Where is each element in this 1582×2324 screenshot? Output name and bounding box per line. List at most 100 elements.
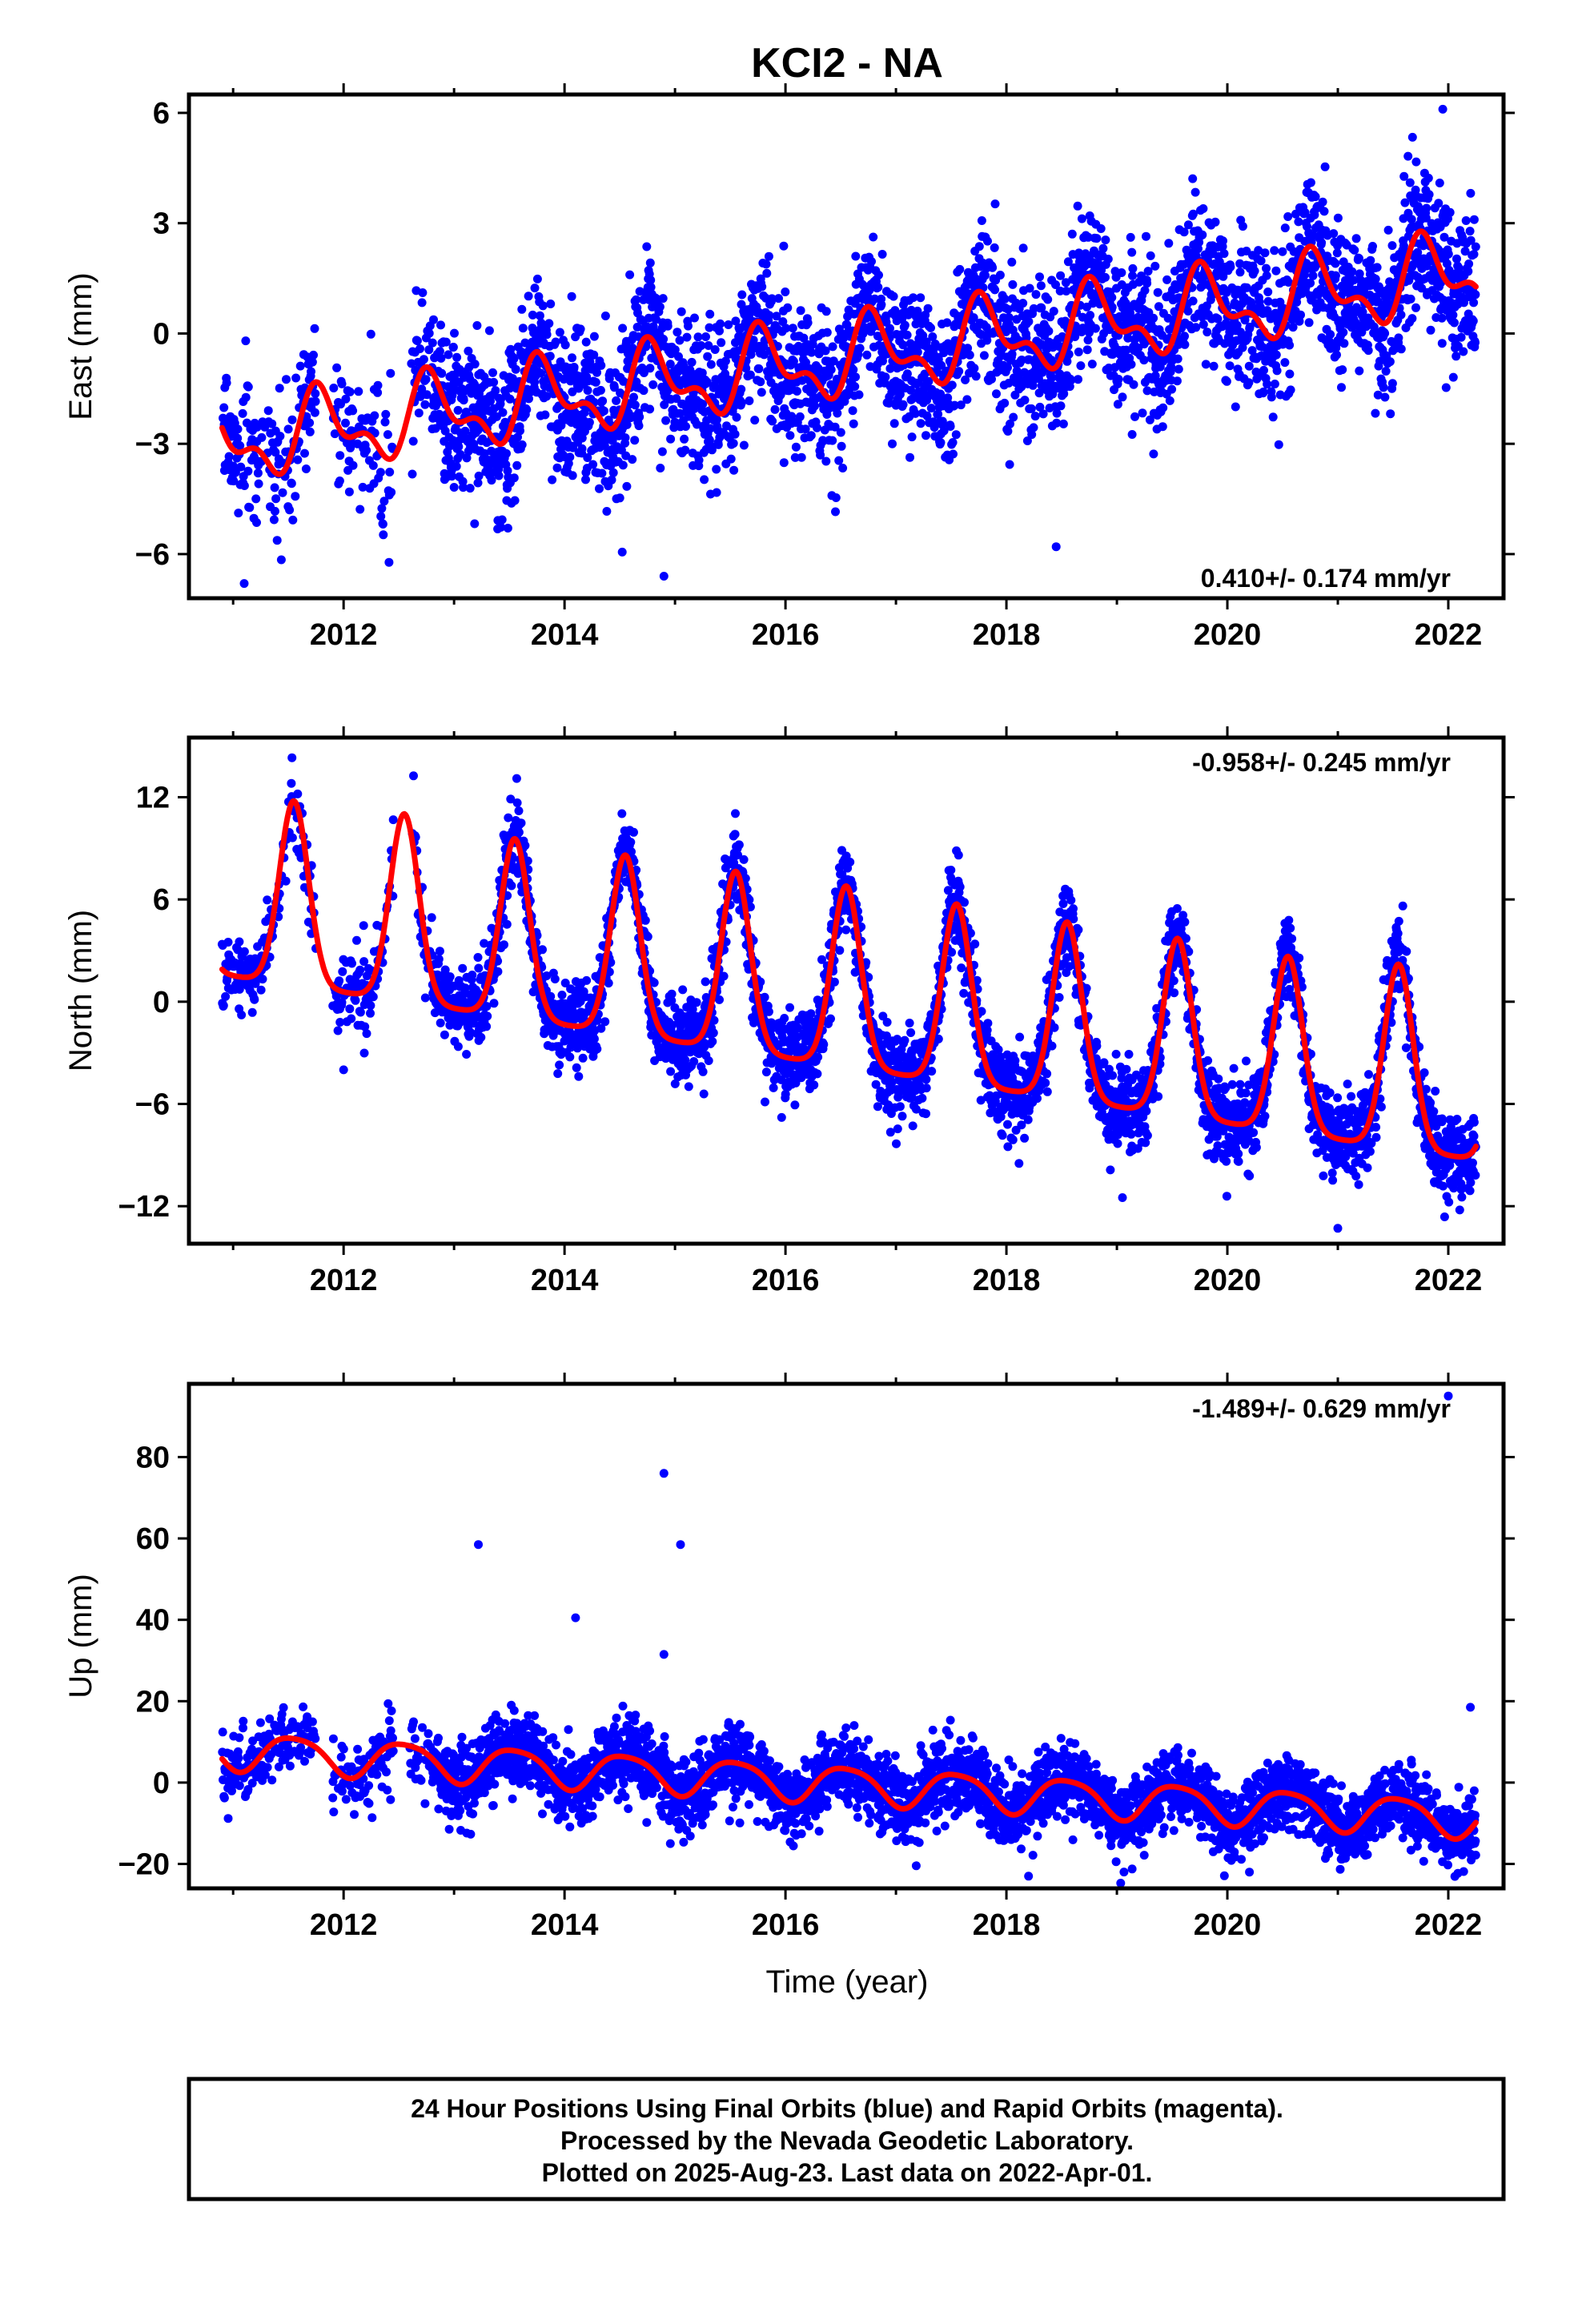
data-point [1437, 339, 1447, 348]
data-point [518, 324, 528, 333]
data-point [850, 382, 860, 392]
data-point [1070, 332, 1080, 341]
data-point [974, 242, 984, 251]
data-point [1263, 287, 1273, 296]
data-point [779, 458, 789, 468]
data-point [1326, 330, 1335, 340]
data-point [504, 813, 513, 822]
data-point [1085, 328, 1094, 337]
data-point [408, 469, 417, 479]
data-point [445, 972, 455, 982]
data-point [649, 978, 659, 987]
data-point [1396, 344, 1406, 354]
data-point [330, 429, 339, 439]
data-point [263, 895, 272, 905]
data-point [661, 416, 671, 425]
data-point [955, 264, 965, 274]
data-point [565, 452, 575, 462]
data-point [781, 287, 790, 296]
data-point [1219, 249, 1229, 259]
data-point [287, 753, 297, 762]
data-point [909, 293, 918, 303]
data-point [553, 1069, 563, 1079]
data-point [1004, 313, 1014, 322]
data-point [251, 494, 261, 504]
data-point [470, 360, 480, 369]
data-point [345, 387, 355, 396]
data-point [705, 309, 715, 319]
data-point [924, 376, 934, 386]
data-point [604, 979, 613, 988]
data-point [532, 274, 542, 283]
data-point [709, 1028, 718, 1038]
data-point [639, 368, 648, 377]
data-point [416, 344, 424, 353]
data-point [288, 515, 298, 525]
data-point [704, 1056, 713, 1065]
data-point [1022, 436, 1032, 445]
data-point [965, 350, 974, 360]
data-point [729, 439, 738, 448]
data-point [359, 1048, 369, 1058]
data-point [347, 959, 356, 968]
data-point [962, 395, 972, 404]
data-point [272, 536, 282, 545]
data-point [436, 1018, 445, 1027]
data-point [551, 337, 560, 347]
data-point [1055, 286, 1065, 296]
data-point [701, 332, 710, 341]
data-point [1005, 460, 1014, 469]
data-point [480, 448, 489, 458]
data-point [732, 412, 741, 422]
data-point [767, 294, 777, 304]
data-point [1355, 254, 1363, 263]
data-point [946, 422, 955, 431]
data-point [635, 287, 644, 296]
data-point [1142, 231, 1150, 241]
data-point [493, 967, 503, 976]
data-point [1146, 251, 1155, 260]
data-point [560, 340, 570, 350]
data-point [630, 436, 640, 445]
data-point [378, 520, 387, 529]
data-point [577, 444, 587, 453]
data-point [341, 394, 351, 404]
data-point [645, 404, 655, 414]
data-point [276, 555, 286, 565]
data-point [1052, 418, 1062, 428]
data-point [546, 300, 556, 308]
data-point [1076, 361, 1086, 371]
data-point [629, 392, 638, 402]
data-point [293, 789, 303, 798]
data-point [545, 352, 555, 361]
data-point [729, 465, 739, 475]
data-point [881, 372, 890, 382]
data-point [295, 361, 305, 371]
data-point [689, 1057, 699, 1066]
data-point [530, 283, 540, 293]
data-point [453, 1042, 463, 1051]
data-point [666, 434, 676, 444]
data-point [1317, 238, 1327, 247]
data-point [626, 838, 636, 847]
data-point [1191, 187, 1200, 197]
data-point [803, 318, 813, 328]
data-point [252, 422, 262, 432]
data-point [377, 504, 387, 513]
data-point [1048, 389, 1058, 399]
data-point [362, 445, 371, 455]
data-point [757, 282, 767, 292]
data-point [889, 419, 899, 428]
data-point [673, 328, 682, 337]
data-point [1280, 358, 1290, 368]
data-point [1188, 174, 1198, 183]
data-point [1000, 294, 1010, 304]
data-point [622, 420, 632, 429]
data-point [1007, 349, 1017, 359]
data-point [708, 1037, 717, 1046]
data-point [1103, 255, 1113, 263]
outlier-point [239, 579, 249, 589]
data-point [500, 940, 508, 950]
data-point [1396, 310, 1406, 320]
data-point [482, 1022, 492, 1031]
